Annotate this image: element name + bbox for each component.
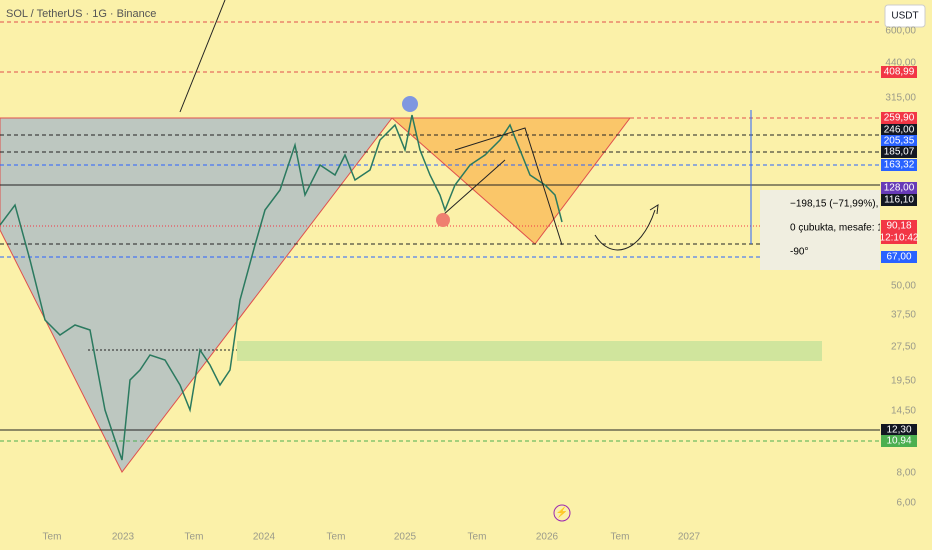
price-path <box>0 114 563 461</box>
price-tag <box>881 146 917 158</box>
marker <box>402 96 418 112</box>
symbol-title: SOL / TetherUS · 1G · Binance <box>6 8 156 20</box>
price-label: 27,50 <box>891 342 916 353</box>
price-tag-label: 90,18 <box>886 221 911 232</box>
price-tag-label: 408,99 <box>884 67 915 78</box>
price-label: 315,00 <box>885 93 916 104</box>
price-label: 600,00 <box>885 26 916 37</box>
price-tag <box>881 232 917 244</box>
price-label: 8,00 <box>897 468 917 479</box>
time-label: Tem <box>468 532 487 543</box>
marker <box>436 213 450 227</box>
price-label: 14,50 <box>891 406 916 417</box>
time-label: 2024 <box>253 532 276 543</box>
price-tag-label: 128,00 <box>884 183 915 194</box>
zone <box>237 341 822 361</box>
price-tag <box>881 424 917 436</box>
arrows <box>442 127 659 251</box>
time-label: Tem <box>611 532 630 543</box>
price-tag-label: 205,35 <box>884 136 915 147</box>
event-icon-glyph: ⚡ <box>556 506 568 519</box>
time-label: 2026 <box>536 532 559 543</box>
price-tag-label: 12,30 <box>886 425 911 436</box>
time-label: Tem <box>185 532 204 543</box>
price-tag <box>881 66 917 78</box>
price-tag <box>881 112 917 124</box>
levels <box>0 21 880 442</box>
price-tag-label: 246,00 <box>884 125 915 136</box>
price-tag-label: 67,00 <box>886 252 911 263</box>
currency: USDT <box>891 11 918 22</box>
price-tag-label: 185,07 <box>884 147 915 158</box>
measure-text: 0 çubukta, mesafe: 1 <box>790 223 883 234</box>
price-tag-label: 10,94 <box>886 436 911 447</box>
price-tag-label: 163,32 <box>884 160 915 171</box>
price-tag <box>881 124 917 136</box>
event-icon[interactable] <box>553 504 571 522</box>
trend-line <box>179 0 226 113</box>
price-tag <box>881 135 917 147</box>
price-tag-label: 259,90 <box>884 113 915 124</box>
price-label: 19,50 <box>891 376 916 387</box>
currency-button[interactable] <box>884 4 926 28</box>
time-label: 2025 <box>394 532 417 543</box>
price-tag <box>881 251 917 263</box>
price-tag <box>881 194 917 206</box>
measure-box <box>760 190 882 270</box>
time-label: 2023 <box>112 532 135 543</box>
price-tag <box>881 182 917 194</box>
price-tag-label: 116,10 <box>884 195 914 206</box>
price-tag-label: 12:10:42 <box>880 233 919 244</box>
price-tag <box>881 220 917 232</box>
price-tag <box>881 435 917 447</box>
price-label: 37,50 <box>891 310 916 321</box>
time-label: Tem <box>327 532 346 543</box>
price-label: 50,00 <box>891 281 916 292</box>
measure-text: −198,15 (−71,99%), −1 <box>790 199 893 210</box>
price-tag <box>881 159 917 171</box>
price-label: 6,00 <box>897 498 917 509</box>
measure-text: -90° <box>790 247 808 258</box>
time-label: Tem <box>43 532 62 543</box>
time-label: 2027 <box>678 532 701 543</box>
price-label: 440,00 <box>885 58 916 69</box>
